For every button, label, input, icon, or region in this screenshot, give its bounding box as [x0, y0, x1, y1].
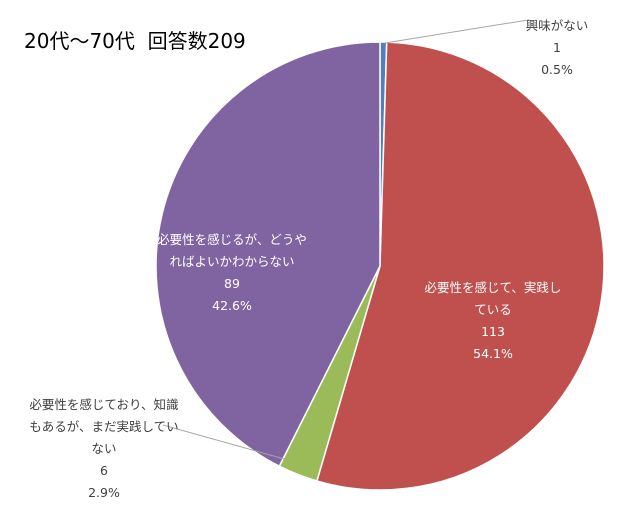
slice-label-2-line-1: もあるが、まだ実践してい — [29, 419, 178, 434]
slice-value-2: 6 — [100, 463, 108, 478]
slice-percent-1: 54.1% — [473, 346, 513, 361]
leader-lines — [162, 19, 529, 461]
slice-percent-0: 0.5% — [541, 62, 573, 77]
slice-label-0-line-0: 興味がない — [526, 18, 589, 33]
leader-line-0 — [384, 19, 529, 44]
slice-label-3-line-1: ればよいかわからない — [169, 254, 294, 269]
slice-value-1: 113 — [481, 324, 505, 339]
pie-slice-3 — [155, 41, 381, 468]
slice-label-1-line-0: 必要性を感じて、実践し — [425, 280, 562, 295]
slice-percent-3: 42.6% — [212, 298, 252, 313]
slice-value-0: 1 — [553, 40, 561, 55]
slice-percent-2: 2.9% — [88, 485, 120, 500]
pie-slice-1 — [315, 41, 605, 491]
slice-value-3: 89 — [224, 276, 240, 291]
chart-title: 20代～70代 回答数209 — [24, 29, 246, 53]
slice-label-3-line-0: 必要性を感じるが、どうや — [157, 232, 307, 247]
leader-line-2 — [162, 424, 289, 461]
slice-label-2-line-2: ない — [91, 441, 116, 456]
slice-label-1-line-1: ている — [474, 302, 512, 317]
slice-label-2-line-0: 必要性を感じており、知識 — [29, 397, 178, 412]
pie-slices — [155, 41, 605, 491]
